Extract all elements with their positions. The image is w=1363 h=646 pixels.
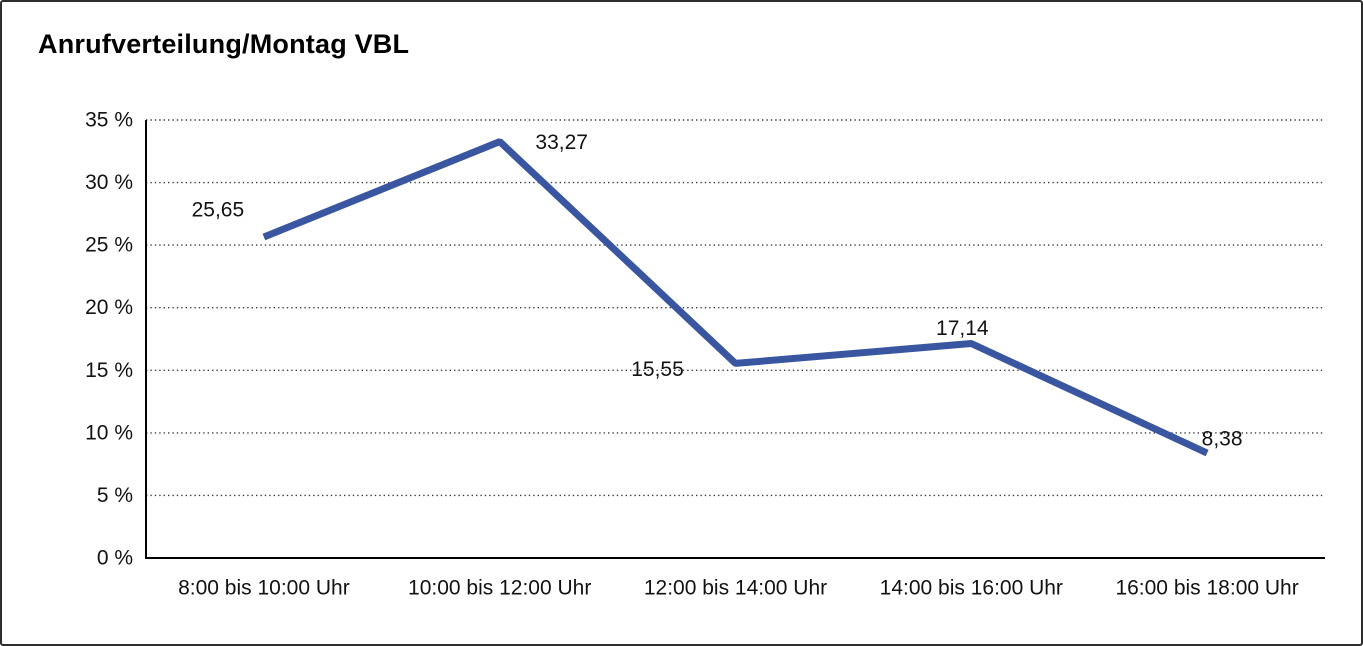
y-tick-label: 20 %	[85, 296, 133, 319]
data-line	[262, 138, 1209, 457]
data-point-label: 33,27	[535, 131, 588, 154]
y-tick-label: 5 %	[97, 484, 133, 507]
x-tick-label: 10:00 bis 12:00 Uhr	[408, 577, 591, 600]
x-tick-label: 14:00 bis 16:00 Uhr	[880, 577, 1063, 600]
data-point-label: 25,65	[192, 199, 245, 222]
y-tick-label: 0 %	[97, 547, 133, 570]
x-tick-label: 12:00 bis 14:00 Uhr	[644, 577, 827, 600]
chart-title: Anrufverteilung/Montag VBL	[38, 29, 410, 59]
data-point-label: 15,55	[631, 358, 684, 381]
data-point-label: 17,14	[936, 317, 989, 340]
x-tick-label: 8:00 bis 10:00 Uhr	[178, 577, 350, 600]
y-tick-label: 15 %	[85, 359, 133, 382]
y-tick-label: 10 %	[85, 421, 133, 444]
x-tick-label: 16:00 bis 18:00 Uhr	[1115, 577, 1298, 600]
y-tick-label: 35 %	[85, 109, 133, 132]
data-point-label: 8,38	[1202, 428, 1243, 451]
y-tick-label: 25 %	[85, 234, 133, 257]
y-tick-label: 30 %	[85, 171, 133, 194]
